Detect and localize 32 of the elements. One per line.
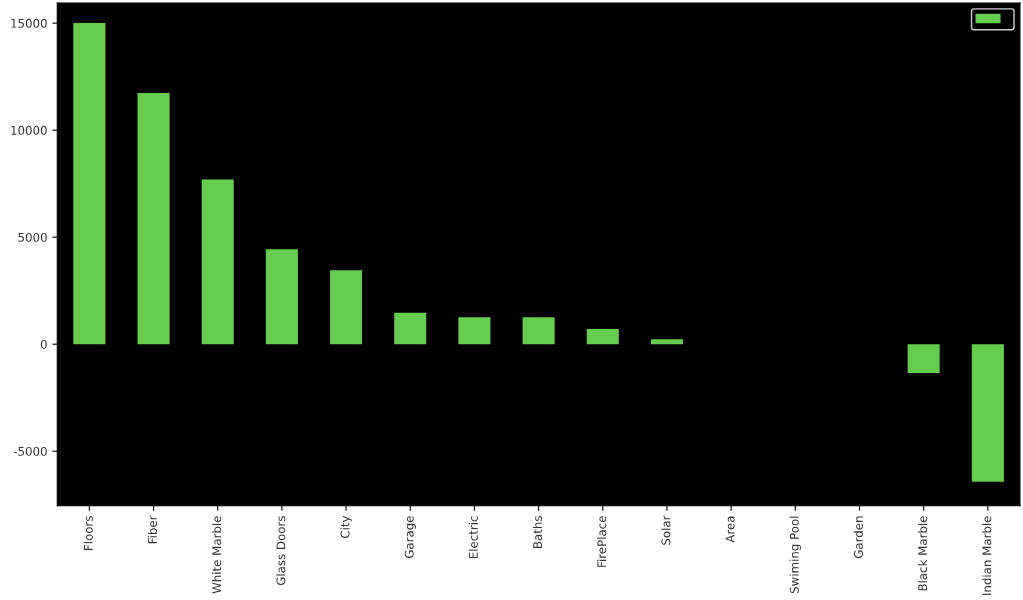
- x-tick-label: White Marble: [212, 516, 222, 594]
- x-tick-label: Area: [725, 516, 735, 543]
- y-tick-label: -5000: [13, 446, 47, 456]
- bar: [458, 317, 491, 345]
- x-tick-label: Floors: [83, 516, 93, 550]
- y-tick-label: 10000: [11, 125, 47, 135]
- bar: [201, 179, 234, 345]
- y-tick-label: 15000: [11, 18, 47, 28]
- y-tick-label: 5000: [18, 232, 47, 242]
- x-tick-label: Indian Marble: [982, 516, 992, 595]
- x-tick-label: FirePlace: [597, 516, 607, 567]
- x-tick-label: Garden: [853, 516, 863, 559]
- bar: [73, 23, 106, 345]
- x-tick-label: Electric: [468, 516, 478, 559]
- x-tick-label: City: [340, 515, 352, 538]
- x-tick-label: Swiming Pool: [789, 516, 802, 594]
- x-tick-label: Black Marble: [917, 516, 928, 591]
- y-tick-label: 0: [40, 339, 47, 349]
- bar: [971, 344, 1004, 482]
- bar: [907, 344, 940, 374]
- bar: [586, 329, 619, 345]
- bar: [137, 93, 170, 345]
- bar: [522, 317, 555, 345]
- x-tick-label: Glass Doors: [276, 516, 286, 586]
- bar: [394, 312, 427, 345]
- x-tick-label: Garage: [404, 516, 416, 559]
- x-tick-label: Fiber: [147, 515, 157, 544]
- bar: [330, 270, 363, 345]
- bar: [265, 249, 298, 345]
- x-tick-label: Solar: [661, 515, 671, 545]
- bar: [650, 339, 684, 345]
- x-tick-label: Baths: [532, 516, 543, 548]
